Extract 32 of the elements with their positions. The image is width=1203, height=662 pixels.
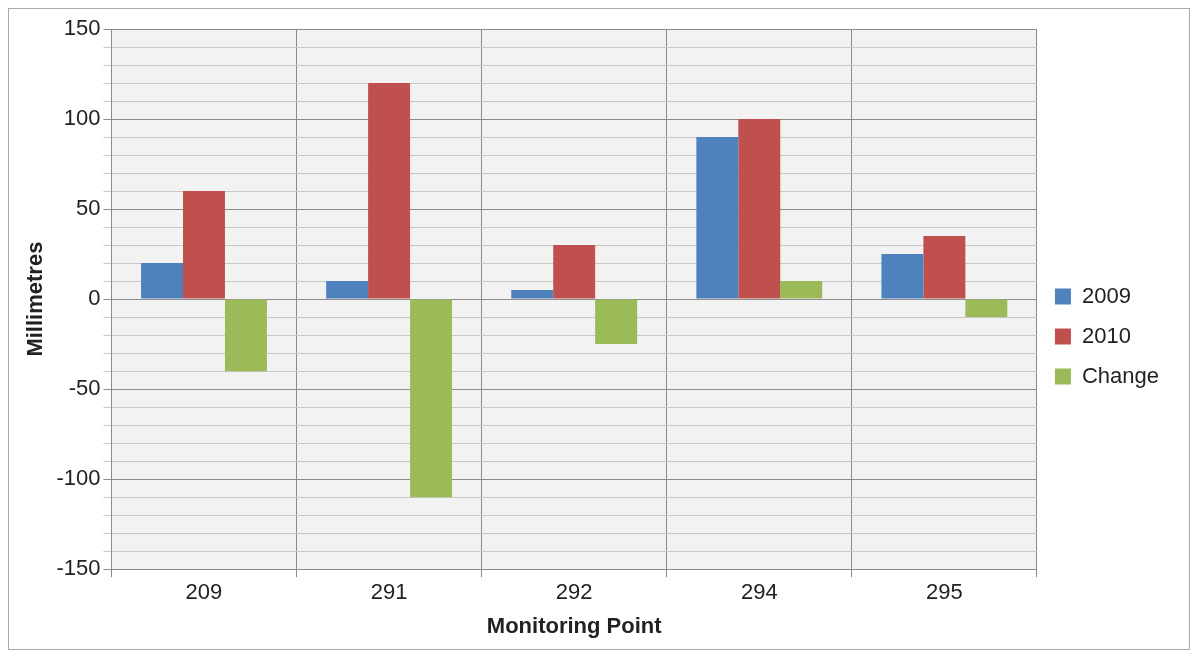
y-tick-label: -150 [56, 555, 101, 581]
bar [511, 290, 554, 299]
legend-label: 2009 [1081, 282, 1131, 308]
y-tick-label: 50 [75, 195, 101, 221]
bar [696, 137, 739, 299]
x-tick-label: 291 [370, 579, 408, 605]
bar [738, 119, 781, 299]
bar [141, 263, 183, 299]
bar [780, 281, 823, 299]
legend-label: 2010 [1081, 322, 1131, 348]
bar [410, 299, 453, 498]
y-tick-label: 150 [63, 15, 101, 41]
bar [183, 191, 225, 299]
y-tick-label: -100 [56, 465, 101, 491]
x-axis-title: Monitoring Point [486, 612, 663, 638]
bar [326, 281, 369, 299]
bar [965, 299, 1008, 318]
bar [595, 299, 638, 345]
x-tick-label: 292 [555, 579, 593, 605]
y-tick-label: 100 [63, 105, 101, 131]
bar [881, 254, 924, 299]
bar [224, 299, 267, 372]
x-tick-label: 295 [926, 579, 963, 605]
y-tick-label: -50 [68, 375, 101, 401]
bar [553, 245, 596, 299]
x-tick-label: 209 [185, 579, 223, 605]
legend-label: Change [1081, 362, 1160, 388]
x-tick-label: 294 [740, 579, 778, 605]
bar [368, 83, 411, 299]
y-tick-label: 0 [88, 285, 101, 311]
bar [923, 236, 966, 299]
y-axis-title: Millimetres [22, 241, 48, 357]
